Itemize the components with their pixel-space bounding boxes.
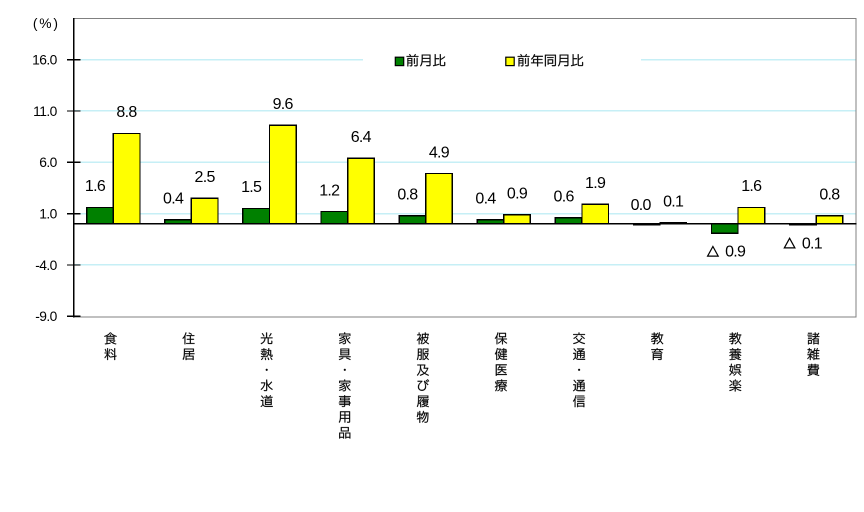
svg-text:0.8: 0.8 (819, 186, 840, 203)
svg-text:0.9: 0.9 (725, 244, 746, 261)
svg-text:-9.0: -9.0 (35, 309, 57, 324)
svg-text:0.9: 0.9 (507, 185, 528, 202)
svg-text:4.9: 4.9 (429, 144, 450, 161)
svg-text:0.8: 0.8 (397, 186, 418, 203)
svg-text:11.0: 11.0 (33, 104, 58, 119)
svg-text:0.1: 0.1 (663, 194, 684, 211)
svg-text:1.6: 1.6 (741, 178, 762, 195)
svg-text:0.1: 0.1 (802, 236, 823, 253)
svg-text:8.8: 8.8 (116, 104, 137, 121)
svg-text:0.4: 0.4 (163, 191, 184, 208)
svg-text:1.6: 1.6 (85, 178, 106, 195)
svg-text:1.0: 1.0 (39, 207, 57, 222)
svg-text:6.4: 6.4 (351, 129, 372, 146)
svg-text:0.6: 0.6 (554, 188, 575, 205)
svg-text:-4.0: -4.0 (35, 258, 57, 273)
svg-text:9.6: 9.6 (273, 96, 294, 113)
svg-text:0.4: 0.4 (475, 191, 496, 208)
svg-text:16.0: 16.0 (32, 53, 58, 68)
svg-text:1.5: 1.5 (241, 179, 262, 196)
svg-text:(%): (%) (33, 16, 60, 31)
svg-text:1.9: 1.9 (585, 175, 606, 192)
svg-text:1.2: 1.2 (319, 182, 340, 199)
svg-text:2.5: 2.5 (195, 169, 216, 186)
svg-text:6.0: 6.0 (39, 155, 57, 170)
svg-text:0.0: 0.0 (631, 197, 652, 214)
